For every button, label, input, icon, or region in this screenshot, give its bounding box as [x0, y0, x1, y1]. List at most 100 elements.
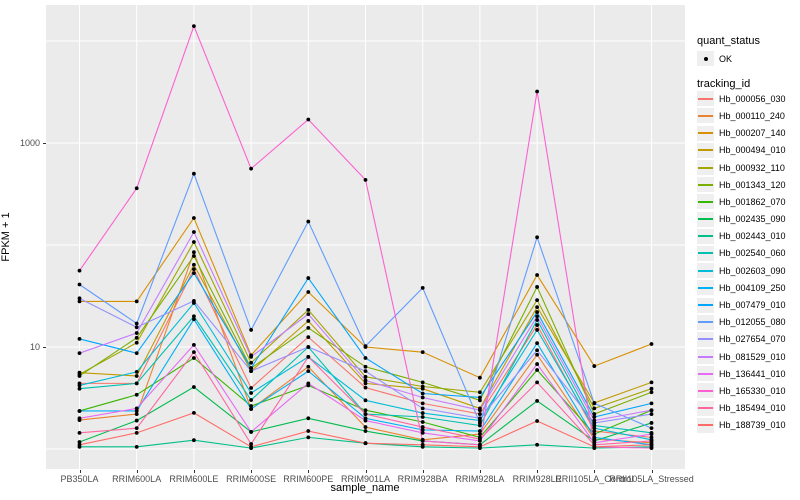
data-point	[363, 356, 368, 360]
data-point	[363, 381, 368, 386]
data-point	[649, 380, 654, 385]
data-point	[649, 446, 654, 451]
data-point	[306, 325, 311, 330]
data-point	[363, 412, 368, 416]
legend-item-label: Hb_007479_010	[719, 300, 786, 311]
data-point	[478, 408, 482, 413]
legend-item-label: Hb_002435_090	[719, 214, 786, 225]
data-point	[420, 427, 425, 432]
legend-item-Hb_002435_090: Hb_002435_090	[697, 211, 797, 228]
data-point	[420, 380, 425, 385]
data-point	[420, 430, 425, 435]
legend-key-box	[697, 366, 714, 382]
line-swatch-icon	[698, 304, 713, 307]
data-point	[420, 350, 425, 355]
data-point	[192, 317, 196, 322]
legend-key-box	[697, 125, 714, 141]
data-point	[649, 421, 654, 425]
data-point	[306, 364, 311, 369]
data-point	[535, 305, 539, 310]
data-point	[535, 235, 539, 240]
data-point	[192, 271, 196, 276]
data-point	[306, 335, 311, 340]
data-point	[192, 171, 196, 176]
x-tick-label: RRIM600LA	[112, 474, 162, 484]
x-tick-mark	[251, 470, 253, 473]
data-point	[535, 285, 539, 289]
x-tick-mark	[422, 470, 424, 473]
data-point	[649, 386, 654, 391]
data-point	[535, 341, 539, 346]
data-point	[420, 415, 425, 419]
line-swatch-icon	[698, 218, 713, 221]
data-point	[592, 435, 597, 440]
data-point	[535, 318, 539, 322]
legend-item-label: Hb_000932_110	[719, 162, 785, 173]
line-swatch-icon	[698, 252, 713, 255]
legend-item-Hb_027654_070: Hb_027654_070	[697, 331, 797, 348]
data-point	[478, 432, 482, 436]
data-point	[478, 416, 482, 421]
legend-title-tracking-id: tracking_id	[697, 78, 751, 91]
data-point	[77, 442, 82, 447]
x-tick-label: PB350LA	[60, 474, 99, 484]
data-point	[592, 444, 597, 449]
data-point	[363, 364, 368, 369]
legend-item-label: Hb_012055_080	[719, 317, 786, 328]
data-point	[134, 418, 139, 423]
legend-key-box	[697, 228, 714, 244]
data-point	[192, 216, 196, 220]
data-point	[77, 416, 82, 421]
legend-item-Hb_165330_010: Hb_165330_010	[697, 382, 797, 399]
data-point	[306, 219, 311, 224]
legend-item-Hb_185494_010: Hb_185494_010	[697, 400, 797, 417]
data-point	[363, 385, 368, 390]
legend-title-quant-status: quant_status	[697, 35, 760, 47]
data-point	[77, 337, 82, 341]
x-tick-label: RRIM928LA	[455, 474, 505, 484]
data-point	[192, 356, 196, 360]
data-point	[306, 117, 311, 122]
data-point	[535, 352, 539, 357]
data-point	[363, 429, 368, 433]
legend-key-box	[697, 51, 714, 67]
x-tick-label: RRIM928BA	[397, 474, 448, 484]
data-point	[649, 432, 654, 436]
x-tick-mark	[594, 470, 596, 473]
data-point	[134, 444, 139, 449]
line-swatch-icon	[698, 355, 713, 358]
legend-item-label: Hb_188739_010	[719, 420, 786, 431]
legend-item-label: Hb_002603_090	[719, 265, 786, 276]
data-point	[77, 374, 82, 378]
data-point	[363, 425, 368, 429]
data-point	[535, 419, 539, 423]
line-swatch-icon	[698, 200, 713, 203]
legend-item-Hb_004109_250: Hb_004109_250	[697, 279, 797, 296]
data-point	[649, 401, 654, 406]
line-swatch-icon	[698, 269, 713, 272]
legend-item-label: Hb_004109_250	[719, 282, 786, 293]
data-point	[306, 435, 311, 440]
x-tick-mark	[136, 470, 138, 473]
data-point	[192, 230, 196, 234]
data-point	[420, 411, 425, 415]
data-point	[249, 391, 254, 395]
data-point	[592, 426, 597, 431]
legend-item-label: Hb_165330_010	[719, 385, 786, 396]
legend-key-box	[697, 160, 714, 176]
data-point	[535, 362, 539, 366]
data-point	[535, 298, 539, 303]
legend-item-label: Hb_000494_010	[719, 145, 786, 156]
legend-key-box	[697, 331, 714, 347]
data-point	[134, 299, 139, 304]
y-axis-title: FPKM + 1	[0, 212, 12, 262]
data-point	[134, 374, 139, 378]
legend-key-box	[697, 108, 714, 124]
x-tick-mark	[537, 470, 539, 473]
data-point	[649, 426, 654, 431]
data-point	[478, 444, 482, 449]
line-swatch-icon	[698, 132, 713, 135]
data-point	[535, 273, 539, 277]
data-point	[192, 250, 196, 255]
legend-item-Hb_000932_110: Hb_000932_110	[697, 159, 797, 176]
